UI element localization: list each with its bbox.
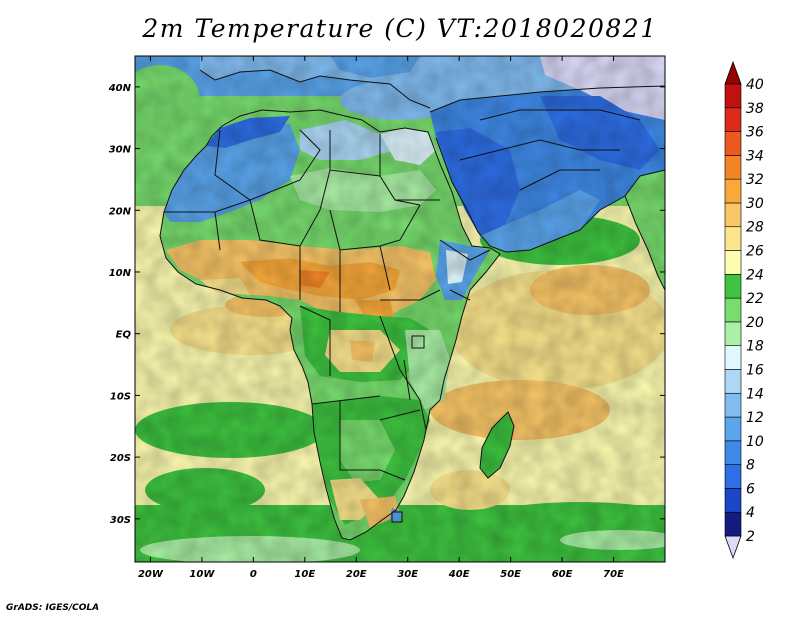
x-tick-label: 30E bbox=[397, 569, 418, 580]
plot-frame bbox=[134, 55, 666, 563]
colorbar-label: 22 bbox=[746, 291, 764, 307]
colorbar-label: 36 bbox=[746, 125, 764, 141]
y-tick-label: 20N bbox=[109, 206, 132, 217]
temperature-field bbox=[135, 56, 665, 562]
x-tick-label: 70E bbox=[603, 569, 624, 580]
country-borders bbox=[159, 69, 666, 541]
colorbar-swatch bbox=[724, 226, 742, 251]
colorbar-swatch bbox=[724, 321, 742, 346]
colorbar-top-arrow bbox=[724, 60, 742, 85]
y-tick-label: 40N bbox=[108, 83, 132, 94]
colorbar-swatch bbox=[724, 440, 742, 465]
colorbar-swatch bbox=[724, 250, 742, 275]
colorbar-swatch bbox=[724, 274, 742, 299]
colorbar-label: 12 bbox=[746, 410, 764, 426]
y-tick-label: 10N bbox=[109, 268, 132, 279]
x-tick-label: 60E bbox=[552, 569, 573, 580]
colorbar-swatch bbox=[724, 297, 742, 323]
colorbar-label: 10 bbox=[746, 434, 764, 450]
colorbar-swatch bbox=[724, 345, 742, 370]
colorbar-label: 34 bbox=[746, 148, 764, 164]
colorbar-swatch bbox=[724, 131, 742, 156]
y-tick-label: 20S bbox=[110, 453, 131, 464]
y-tick-label: 30S bbox=[110, 515, 131, 526]
colorbar-swatch bbox=[724, 178, 742, 204]
colorbar-label: 16 bbox=[746, 362, 764, 378]
colorbar-label: 6 bbox=[746, 481, 755, 497]
colorbar-swatch bbox=[724, 392, 742, 418]
colorbar-swatch bbox=[724, 107, 742, 132]
colorbar-label: 14 bbox=[746, 386, 764, 402]
colorbar-swatch bbox=[724, 202, 742, 228]
x-tick-label: 40E bbox=[448, 569, 470, 580]
colorbar-swatch bbox=[724, 511, 742, 537]
colorbar-label: 20 bbox=[746, 315, 764, 331]
colorbar-label: 30 bbox=[746, 196, 764, 212]
colorbar-swatch bbox=[724, 416, 742, 442]
x-tick-label: 10W bbox=[189, 569, 215, 580]
colorbar-label: 32 bbox=[746, 172, 764, 188]
colorbar-label: 8 bbox=[746, 458, 755, 474]
x-tick-label: 0 bbox=[250, 569, 257, 580]
x-tick-label: 20E bbox=[346, 569, 367, 580]
colorbar-bottom-arrow bbox=[724, 535, 742, 560]
x-axis: 20W 10W 0 10E 20E 30E 40E 50E 60E 70E bbox=[138, 56, 624, 580]
colorbar-label: 26 bbox=[746, 244, 764, 260]
y-tick-label: 10S bbox=[110, 391, 131, 402]
grads-credit: GrADS: IGES/COLA bbox=[6, 603, 100, 613]
x-tick-label: 50E bbox=[500, 569, 521, 580]
colorbar-label: 18 bbox=[746, 339, 764, 355]
map-title: 2m Temperature (C) VT:2018020821 bbox=[142, 14, 658, 43]
colorbar-label: 28 bbox=[746, 220, 764, 236]
y-tick-label: EQ bbox=[116, 330, 132, 341]
colorbar-swatch bbox=[724, 369, 742, 394]
colorbar-label: 4 bbox=[746, 505, 755, 521]
x-tick-label: 20W bbox=[138, 569, 164, 580]
colorbar-swatch bbox=[724, 155, 742, 180]
colorbar-label: 38 bbox=[746, 101, 764, 117]
colorbar-label: 40 bbox=[746, 77, 764, 93]
colorbar-swatch bbox=[724, 488, 742, 513]
y-axis: 40N 30N 20N 10N EQ 10S 20S 30S bbox=[108, 83, 665, 526]
colorbar-swatch bbox=[724, 464, 742, 489]
y-tick-label: 30N bbox=[109, 145, 132, 156]
colorbar-label: 24 bbox=[746, 267, 764, 283]
colorbar-swatch bbox=[724, 83, 742, 109]
x-tick-label: 10E bbox=[294, 569, 315, 580]
colorbar-label: 2 bbox=[746, 529, 755, 545]
